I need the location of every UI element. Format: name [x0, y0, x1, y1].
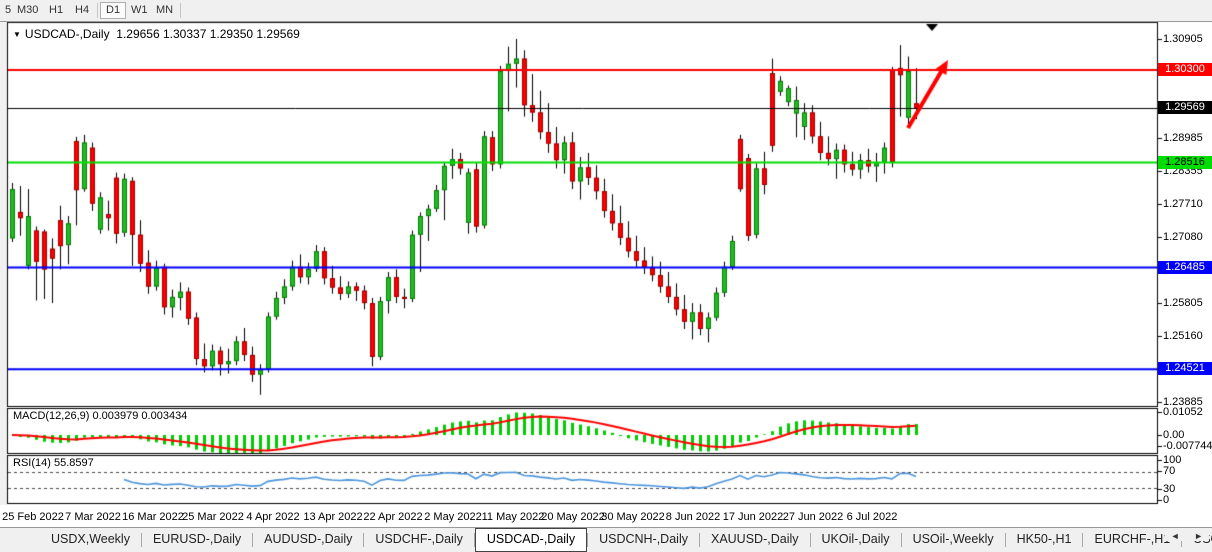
price-axis-tick: 0	[1163, 494, 1170, 506]
tab-hk50[interactable]: HK50-,H1	[1016, 532, 1072, 546]
toolbar-divider	[180, 3, 181, 18]
date-tick-label: 17 Jun 2022	[722, 511, 784, 523]
date-tick-label: 4 Apr 2022	[246, 511, 300, 523]
price-axis-tick: 1.25805	[1163, 297, 1203, 309]
price-axis-tick: 100	[1163, 454, 1182, 466]
date-tick-label: 30 May 2022	[601, 511, 665, 523]
price-axis-tick: 30	[1163, 483, 1176, 495]
toolbar-divider	[97, 3, 98, 18]
tab-eurusd[interactable]: EURUSD-,Daily	[152, 532, 242, 546]
date-tick-label: 25 Mar 2022	[182, 511, 244, 523]
tab-ukoil[interactable]: UKOil-,Daily	[821, 532, 890, 546]
tab-usoil[interactable]: USOil-,Weekly	[912, 532, 994, 546]
price-axis-tick: -0.007744	[1163, 440, 1212, 452]
tab-usdchf[interactable]: USDCHF-,Daily	[375, 532, 463, 546]
date-tick-label: 2 May 2022	[424, 511, 482, 523]
price-axis-tick: 1.30905	[1163, 33, 1203, 45]
macd-name: MACD(12,26,9)	[13, 410, 90, 422]
tab-divider	[363, 533, 365, 547]
timeframe-button-w1[interactable]: W1	[131, 4, 148, 16]
chart-caret-icon[interactable]: ▼	[13, 30, 21, 39]
chart-title: ▼ USDCAD-,Daily 1.29656 1.30337 1.29350 1…	[13, 27, 300, 41]
chart-ohlc-values: 1.29656 1.30337 1.29350 1.29569	[116, 27, 300, 41]
tab-divider	[1082, 533, 1084, 547]
tab-eurchf[interactable]: EURCHF-,H1	[1094, 532, 1171, 546]
date-tick-label: 6 Jul 2022	[846, 511, 898, 523]
price-badge-124521: 1.24521	[1158, 362, 1212, 375]
macd-indicator-label: MACD(12,26,9) 0.003979 0.003434	[13, 410, 187, 422]
tab-divider	[473, 533, 475, 547]
tab-usdcad[interactable]: USDCAD-,Daily	[474, 528, 588, 552]
timeframe-button-5[interactable]: 5	[5, 4, 12, 16]
macd-current-values: 0.003979 0.003434	[92, 410, 188, 422]
date-tick-label: 11 May 2022	[481, 511, 545, 523]
price-badge-129569: 1.29569	[1158, 101, 1212, 114]
price-axis-tick: 1.25160	[1163, 330, 1203, 342]
tab-audusd[interactable]: AUDUSD-,Daily	[264, 532, 353, 546]
date-tick-label: 16 Mar 2022	[122, 511, 184, 523]
tab-divider	[587, 533, 589, 547]
rsi-current-value: 55.8597	[53, 457, 94, 469]
date-tick-label: 22 Apr 2022	[363, 511, 423, 523]
tab-usdcnh[interactable]: USDCNH-,Daily	[599, 532, 688, 546]
tab-divider	[1004, 533, 1006, 547]
date-tick-label: 13 Apr 2022	[303, 511, 363, 523]
timeframe-button-m30[interactable]: M30	[17, 4, 39, 16]
date-tick-label: 8 Jun 2022	[665, 511, 721, 523]
timeframe-toolbar: 5 M30 H1 H4 D1 W1 MN	[0, 0, 1212, 22]
price-axis-tick: 1.27710	[1163, 198, 1203, 210]
timeframe-button-h1[interactable]: H1	[49, 4, 64, 16]
timeframe-button-d1[interactable]: D1	[100, 2, 127, 19]
chart-symbol-label: USDCAD-,Daily	[24, 27, 110, 41]
tab-scroll-arrows[interactable]: ◄ ►	[1164, 531, 1209, 541]
price-axis-tick: 1.23885	[1163, 396, 1203, 408]
timeframe-button-h4[interactable]: H4	[75, 4, 90, 16]
tab-divider	[900, 533, 902, 547]
date-tick-label: 20 May 2022	[541, 511, 605, 523]
tab-divider	[809, 533, 811, 547]
price-axis-tick: 1.27080	[1163, 231, 1203, 243]
timeframe-button-mn[interactable]: MN	[156, 4, 174, 16]
price-badge-128516: 1.28516	[1158, 156, 1212, 169]
price-badge-126485: 1.26485	[1158, 261, 1212, 274]
price-axis-tick: 70	[1163, 465, 1176, 477]
symbol-tab-bar: USDX,Weekly EURUSD-,Daily AUDUSD-,Daily USD…	[0, 527, 1212, 552]
date-tick-label: 27 Jun 2022	[782, 511, 844, 523]
tab-divider	[698, 533, 700, 547]
price-axis-tick: 0.01052	[1163, 406, 1203, 418]
price-axis-tick: 0.00	[1163, 429, 1185, 441]
rsi-name: RSI(14)	[13, 457, 51, 469]
rsi-indicator-label: RSI(14) 55.8597	[13, 457, 94, 469]
price-badge-130300: 1.30300	[1158, 63, 1212, 76]
date-tick-label: 7 Mar 2022	[65, 511, 121, 523]
tab-bar-spacer	[0, 528, 40, 552]
tab-usdx[interactable]: USDX,Weekly	[51, 532, 130, 546]
date-tick-label: 25 Feb 2022	[2, 511, 64, 523]
price-axis-tick: 1.28985	[1163, 132, 1203, 144]
tab-divider	[140, 533, 142, 547]
tab-divider	[252, 533, 254, 547]
tab-xauusd[interactable]: XAUUSD-,Daily	[710, 532, 799, 546]
